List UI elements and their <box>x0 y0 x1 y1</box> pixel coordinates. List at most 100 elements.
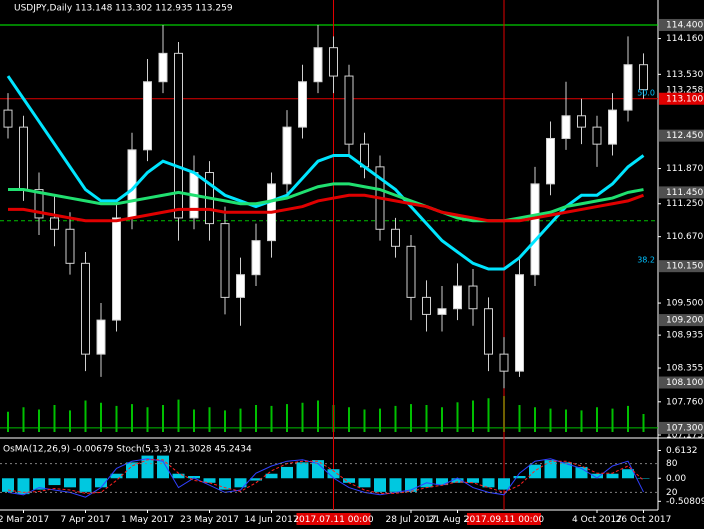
osma-bar <box>575 466 588 479</box>
osma-bar <box>188 476 200 479</box>
candle-body <box>499 353 509 372</box>
candle-body <box>19 126 28 191</box>
candle-body <box>298 81 307 128</box>
x-tick-label: 28 Jul 2017 <box>386 515 437 525</box>
candle-body <box>34 189 44 219</box>
candle-body <box>236 274 245 298</box>
osma-bar <box>95 478 107 488</box>
candle-body <box>313 47 323 83</box>
volume-bar <box>596 407 598 432</box>
candle-body <box>530 183 540 276</box>
level-label: 111.450 <box>666 188 703 198</box>
volume-bar <box>84 400 87 432</box>
osma-bar <box>467 478 479 483</box>
osma-bar <box>482 478 495 488</box>
volume-bar <box>100 402 102 432</box>
volume-bar <box>348 407 350 432</box>
osma-bar <box>622 469 634 479</box>
candle-body <box>453 285 462 310</box>
candle-body <box>143 81 152 151</box>
volume-bar <box>193 409 195 432</box>
fib-label: 50.0 <box>637 88 655 97</box>
osma-bar <box>157 455 169 479</box>
x-tick-label: 7 Apr 2017 <box>61 515 111 525</box>
osma-bar <box>498 478 510 490</box>
x-tick-label: 2 Mar 2017 <box>0 515 49 525</box>
volume-bar <box>456 402 459 432</box>
candle-body <box>391 228 400 247</box>
date-marker-box <box>296 513 371 525</box>
volume-bar <box>270 405 273 432</box>
volume-bar <box>38 409 40 432</box>
volume-bar <box>565 409 567 432</box>
candle-body <box>127 149 137 219</box>
indicator-tick-label: -0.50809 <box>666 497 704 507</box>
volume-bar <box>286 404 288 432</box>
volume-bar <box>208 407 211 432</box>
osma-bar <box>560 462 572 479</box>
osma-bar <box>219 478 231 490</box>
candle-body <box>561 115 571 139</box>
candle-body <box>639 64 648 91</box>
volume-bar <box>224 410 226 432</box>
osma-bar <box>33 478 45 490</box>
level-box <box>659 92 704 105</box>
candle-body <box>344 75 354 145</box>
volume-bar <box>301 402 304 432</box>
y-tick-label: 109.500 <box>666 299 703 309</box>
volume-bar <box>410 404 412 432</box>
date-marker-label: 2017.07.11 00:00 <box>293 515 374 525</box>
volume-bar <box>69 410 71 432</box>
level-label: 107.300 <box>666 423 703 433</box>
volume-bar <box>239 408 242 432</box>
candle-body <box>282 126 292 185</box>
candle-body <box>329 47 338 77</box>
moving-average <box>8 193 645 223</box>
y-tick-label: 111.870 <box>666 164 703 174</box>
level-box <box>659 18 704 31</box>
date-marker-box <box>467 513 541 525</box>
level-box <box>659 186 704 199</box>
volume-bar <box>177 399 180 432</box>
x-tick-label: 26 Oct 2017 <box>616 515 672 525</box>
osma-bar <box>141 455 154 479</box>
osma-bar <box>203 478 216 483</box>
candle-body <box>406 245 416 298</box>
osma-bar <box>2 478 14 492</box>
volume-bar <box>22 407 25 432</box>
candle-body <box>592 126 602 145</box>
osma-bar <box>312 460 324 479</box>
level-box <box>659 129 704 142</box>
level-label: 114.400 <box>666 20 703 30</box>
level-box <box>659 260 704 273</box>
osma-bar <box>606 473 619 479</box>
osma-bar <box>265 473 278 479</box>
volume-bar <box>131 404 133 432</box>
candle-body <box>515 274 524 372</box>
x-tick-label: 14 Jun 2017 <box>244 515 298 525</box>
y-tick-label: 107.175 <box>666 431 703 441</box>
osma-bar <box>172 473 185 479</box>
y-tick-label: 111.250 <box>666 199 703 209</box>
candle-body <box>623 64 633 111</box>
stoch-tick-label: 80 <box>666 459 678 469</box>
x-tick-label: 1 May 2017 <box>121 515 174 525</box>
osma-bar <box>79 478 92 492</box>
moving-average <box>6 75 645 271</box>
volume-bar <box>611 408 614 432</box>
candle-body <box>546 137 555 185</box>
osma-bar <box>389 478 402 492</box>
fib-label: 38.2 <box>637 256 655 265</box>
volume-bar <box>146 407 149 432</box>
level-label: 113.258 <box>666 85 703 95</box>
volume-bar <box>642 414 645 432</box>
osma-bar <box>296 462 309 479</box>
osma-bar <box>110 473 123 479</box>
volume-bar <box>115 405 118 432</box>
volume-bar <box>518 405 521 432</box>
volume-bar <box>534 407 536 432</box>
candle-body <box>422 296 431 315</box>
candle-body <box>158 52 168 83</box>
volume-bar <box>472 400 474 432</box>
osma-bar <box>343 478 355 483</box>
